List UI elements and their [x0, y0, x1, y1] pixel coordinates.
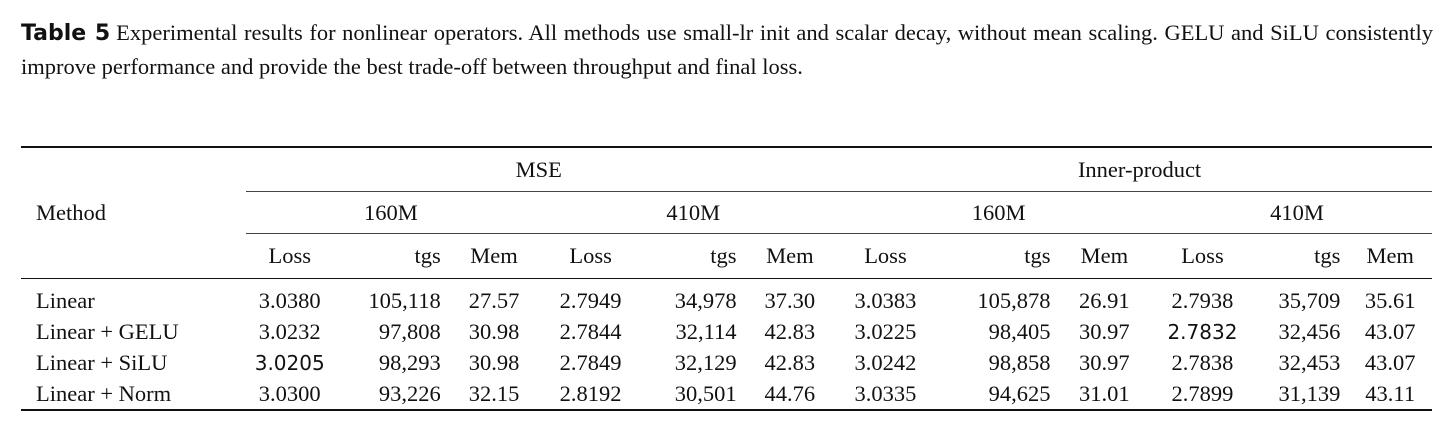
table-body: Linear 3.0380 105,118 27.57 2.7949 34,978 37.3…	[21, 285, 1432, 410]
table-row: Linear 3.0380 105,118 27.57 2.7949 34,978 37.3…	[21, 285, 1432, 316]
value-cell: 26.91	[1079, 287, 1130, 313]
table-row: Linear + Norm 3.0300 93,226 32.15 2.8192 30,5…	[21, 378, 1432, 410]
value-cell: 31.01	[1079, 380, 1130, 406]
group-header-mse: MSE	[246, 147, 835, 192]
value-cell: 105,118	[368, 287, 441, 313]
value-cell: 3.0205	[254, 350, 325, 375]
value-cell: 30.97	[1079, 349, 1130, 375]
metric-header-mem: Mem	[1080, 243, 1129, 268]
metric-header-tgs: tgs	[710, 243, 737, 268]
value-cell: 94,625	[988, 380, 1051, 406]
value-cell: 30.98	[468, 318, 520, 344]
value-cell: 3.0232	[258, 318, 321, 344]
value-cell: 98,405	[988, 318, 1051, 344]
caption-label: Table 5	[21, 21, 111, 46]
value-cell: 37.30	[764, 287, 816, 313]
value-cell: 2.7832	[1167, 319, 1238, 344]
value-cell: 3.0383	[854, 287, 917, 313]
value-cell: 35,709	[1278, 287, 1341, 313]
size-header-ip-410m: 410M	[1150, 192, 1432, 234]
value-cell: 30,501	[674, 380, 737, 406]
value-cell: 32,453	[1278, 349, 1341, 375]
value-cell: 105,878	[977, 287, 1051, 313]
value-cell: 42.83	[764, 318, 816, 344]
metric-header-loss: Loss	[569, 243, 612, 268]
value-cell: 2.7844	[559, 318, 622, 344]
value-cell: 30.98	[468, 349, 520, 375]
value-cell: 27.57	[468, 287, 520, 313]
value-cell: 2.7849	[559, 349, 622, 375]
value-cell: 2.7938	[1171, 287, 1234, 313]
size-header-mse-160m: 160M	[246, 192, 540, 234]
method-cell: Linear + Norm	[36, 380, 172, 406]
metric-header-mem: Mem	[1366, 243, 1414, 268]
value-cell: 31,139	[1278, 380, 1341, 406]
value-cell: 2.8192	[559, 380, 622, 406]
value-cell: 43.07	[1364, 318, 1416, 344]
value-cell: 3.0335	[854, 380, 917, 406]
value-cell: 98,293	[378, 349, 441, 375]
value-cell: 3.0225	[854, 318, 917, 344]
method-cell: Linear + SiLU	[36, 349, 168, 375]
value-cell: 97,808	[378, 318, 441, 344]
value-cell: 32,129	[674, 349, 737, 375]
metric-header-tgs: tgs	[1024, 243, 1051, 268]
value-cell: 3.0380	[258, 287, 321, 313]
value-cell: 2.7949	[559, 287, 622, 313]
size-header-mse-410m: 410M	[539, 192, 835, 234]
method-header: Method	[36, 200, 106, 225]
value-cell: 3.0242	[854, 349, 917, 375]
method-cell: Linear + GELU	[36, 318, 179, 344]
metric-header-loss: Loss	[1181, 243, 1224, 268]
value-cell: 44.76	[764, 380, 816, 406]
value-cell: 42.83	[764, 349, 816, 375]
metric-header-mem: Mem	[766, 243, 814, 268]
value-cell: 98,858	[988, 349, 1051, 375]
results-table: Method MSE Inner-product 160M 410M 160M …	[21, 146, 1432, 411]
value-cell: 2.7838	[1171, 349, 1234, 375]
value-cell: 35.61	[1364, 287, 1416, 313]
value-cell: 2.7899	[1171, 380, 1234, 406]
table-caption: Table 5 Experimental results for nonlinea…	[21, 16, 1433, 83]
value-cell: 32.15	[468, 380, 520, 406]
value-cell: 3.0300	[258, 380, 321, 406]
table-row: Linear + SiLU 3.0205 98,293 30.98 2.7849 32,1…	[21, 347, 1432, 378]
metric-header-tgs: tgs	[414, 243, 441, 268]
table-row: Linear + GELU 3.0232 97,808 30.98 2.7844 32,1…	[21, 316, 1432, 347]
value-cell: 43.11	[1365, 380, 1416, 406]
metric-header-loss: Loss	[268, 243, 311, 268]
value-cell: 93,226	[378, 380, 441, 406]
value-cell: 32,114	[675, 318, 737, 344]
value-cell: 34,978	[674, 287, 737, 313]
value-cell: 43.07	[1364, 349, 1416, 375]
caption-text: Experimental results for nonlinear opera…	[21, 20, 1433, 79]
metric-header-mem: Mem	[470, 243, 518, 268]
value-cell: 32,456	[1278, 318, 1341, 344]
value-cell: 30.97	[1079, 318, 1130, 344]
metric-header-loss: Loss	[864, 243, 907, 268]
metric-header-tgs: tgs	[1314, 243, 1341, 268]
size-header-ip-160m: 160M	[835, 192, 1151, 234]
method-cell: Linear	[36, 287, 95, 313]
group-header-inner-product: Inner-product	[835, 147, 1432, 192]
